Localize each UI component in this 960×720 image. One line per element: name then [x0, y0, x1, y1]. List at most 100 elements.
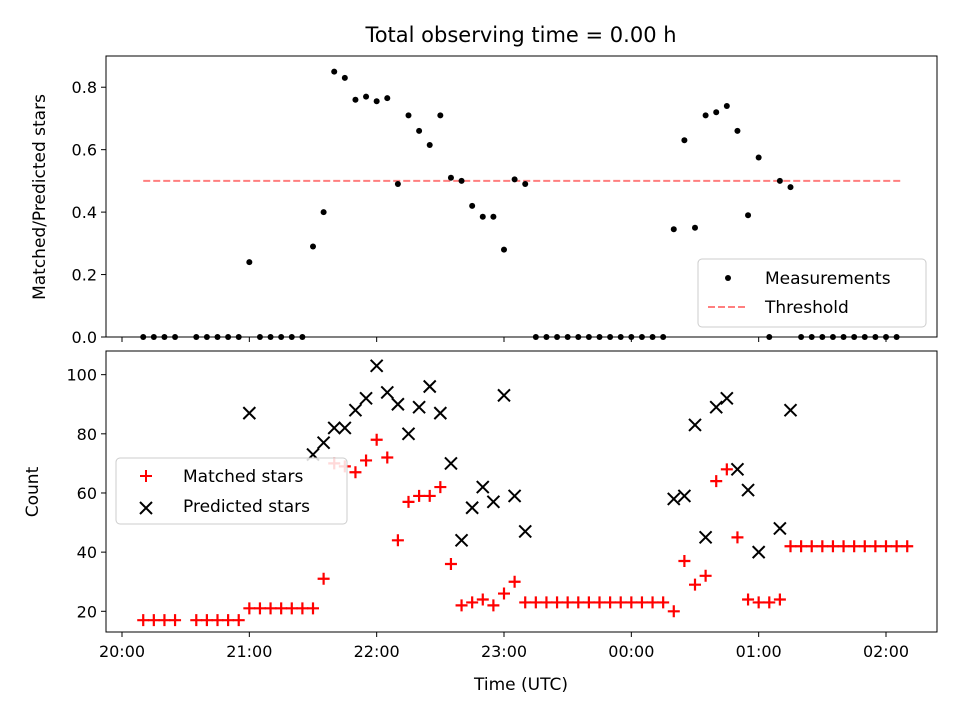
matched-star-point [360, 454, 373, 467]
predicted-star-point [465, 501, 479, 515]
matched-star-point [635, 596, 648, 609]
predicted-star-point [380, 385, 394, 400]
matched-star-point [604, 596, 617, 609]
matched-star-point [519, 596, 532, 609]
matched-star-point [858, 540, 871, 553]
matched-star-point [307, 602, 319, 615]
bottom-x-tick-label: 01:00 [736, 642, 782, 661]
matched-star-point [869, 540, 882, 553]
measurement-point [320, 209, 327, 216]
measurement-point [426, 141, 433, 148]
measurement-point [363, 93, 370, 100]
bottom-x-tick-label: 02:00 [863, 642, 909, 661]
predicted-stars-points [242, 359, 798, 559]
legend-matched-label: Matched stars [183, 467, 303, 487]
matched-star-point [508, 575, 521, 588]
matched-stars-points [137, 433, 914, 627]
predicted-star-point [507, 489, 522, 503]
predicted-star-point [327, 421, 341, 435]
measurement-point [734, 127, 741, 134]
predicted-star-point [369, 359, 384, 373]
matched-star-point [614, 596, 627, 609]
predicted-star-point [348, 403, 363, 417]
matched-star-point [784, 540, 797, 553]
bottom-y-tick-label: 60 [77, 484, 97, 503]
top-legend-box [697, 258, 927, 328]
matched-star-point [667, 605, 680, 618]
matched-star-point [731, 531, 744, 544]
measurement-point [394, 181, 401, 188]
predicted-star-point [486, 495, 501, 509]
measurement-point [713, 109, 720, 116]
legend-measurements-marker [725, 275, 731, 281]
measurement-point [331, 68, 338, 75]
matched-star-point [381, 451, 394, 464]
matched-star-point [826, 540, 839, 553]
measurement-point [670, 226, 677, 233]
top-y-tick-label: 0.2 [72, 266, 97, 285]
matched-star-point [498, 587, 510, 600]
matched-star-point [551, 596, 564, 609]
top-plot-frame [105, 55, 938, 338]
matched-star-point [699, 569, 712, 582]
measurement-point [405, 112, 412, 119]
matched-star-point [264, 602, 277, 615]
top-y-tick-label: 0.4 [72, 203, 97, 222]
measurement-point [787, 184, 794, 191]
matched-star-point [901, 540, 914, 553]
matched-star-point [158, 614, 171, 627]
predicted-star-point [412, 400, 426, 414]
measurement-point [310, 243, 316, 250]
bottom-plot-frame [105, 350, 938, 633]
x-axis-label: Time (UTC) [473, 675, 568, 695]
measurement-point [702, 112, 709, 119]
top-y-ticks: 0.0 0.2 0.4 0.6 0.8 [72, 78, 106, 347]
matched-star-point [773, 593, 786, 606]
matched-star-point [296, 602, 309, 615]
matched-star-point [402, 495, 415, 508]
measurement-point [479, 213, 486, 220]
bottom-y-tick-label: 100 [66, 366, 97, 385]
matched-star-point [540, 596, 553, 609]
matched-star-point [572, 596, 585, 609]
legend-predicted-marker [139, 501, 153, 515]
measurement-point [384, 95, 391, 102]
matched-star-point [370, 433, 383, 446]
matched-star-point [137, 614, 150, 627]
matched-star-point [678, 555, 691, 568]
predicted-star-point [709, 400, 723, 414]
measurement-point [745, 212, 752, 219]
top-y-tick-label: 0.6 [72, 141, 97, 160]
predicted-star-point [730, 462, 745, 477]
matched-star-point [816, 540, 829, 553]
matched-star-point [529, 596, 542, 609]
matched-star-point [147, 614, 160, 627]
measurement-point [352, 96, 359, 103]
matched-star-point [243, 602, 256, 615]
measurement-point [681, 137, 688, 144]
measurement-point [522, 181, 529, 188]
bottom-x-tick-label: 00:00 [608, 642, 654, 661]
matched-star-point [657, 596, 670, 609]
bottom-legend-box [115, 457, 348, 525]
matched-star-point [582, 596, 595, 609]
measurement-point [458, 177, 465, 184]
matched-star-point [720, 463, 733, 476]
matched-star-point [349, 466, 362, 479]
matched-star-point [710, 475, 723, 488]
top-y-tick-label: 0.0 [72, 328, 97, 347]
matched-star-point [232, 614, 245, 627]
matched-star-point [689, 578, 701, 591]
predicted-star-point [688, 418, 702, 432]
bottom-x-tick-label: 22:00 [354, 642, 400, 661]
matched-star-point [391, 534, 404, 547]
matched-star-point [211, 614, 224, 627]
legend-threshold-label: Threshold [764, 298, 849, 318]
predicted-star-point [423, 379, 437, 394]
measurement-point [416, 127, 423, 134]
matched-star-point [285, 602, 298, 615]
matched-star-point [476, 593, 489, 606]
matched-star-point [848, 540, 861, 553]
measurement-point [437, 112, 444, 119]
